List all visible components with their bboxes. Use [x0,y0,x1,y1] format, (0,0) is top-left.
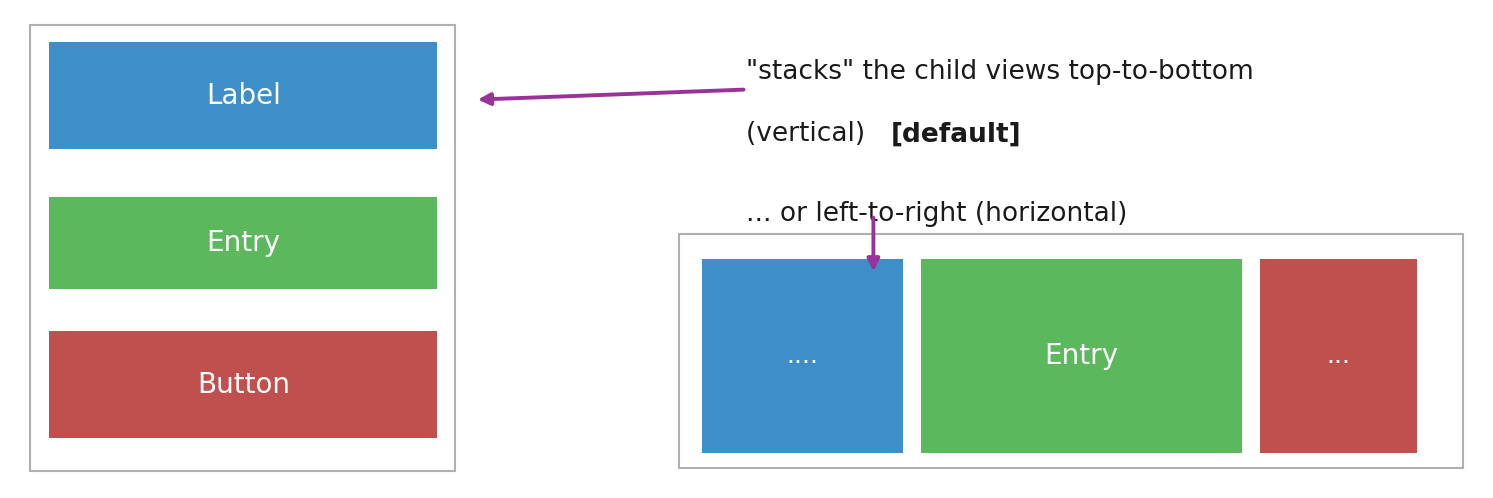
Text: Label: Label [206,82,281,110]
Bar [1260,259,1417,453]
Bar [49,197,437,289]
Bar [679,234,1463,468]
Text: ...: ... [1326,344,1351,368]
Text: (vertical): (vertical) [746,122,873,147]
Text: Entry: Entry [206,229,281,257]
Text: ....: .... [787,344,818,368]
Bar [921,259,1242,453]
Bar [702,259,903,453]
Text: ... or left-to-right (horizontal): ... or left-to-right (horizontal) [746,201,1127,227]
Text: "stacks" the child views top-to-bottom: "stacks" the child views top-to-bottom [746,59,1254,85]
Text: Entry: Entry [1045,342,1118,370]
Text: Button: Button [197,371,290,399]
Text: [default]: [default] [891,122,1021,147]
Bar [49,331,437,438]
Bar [30,25,455,471]
Bar [49,42,437,149]
